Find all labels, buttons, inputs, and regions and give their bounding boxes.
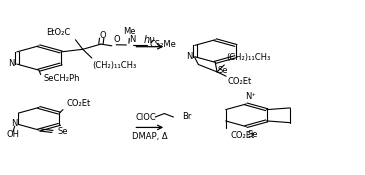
Text: (CH₂)₁₁CH₃: (CH₂)₁₁CH₃ (92, 61, 136, 70)
Text: Se: Se (248, 130, 258, 139)
Text: CO₂Et: CO₂Et (67, 99, 91, 108)
Text: O: O (99, 31, 106, 40)
Text: EtO₂C: EtO₂C (46, 28, 70, 37)
Text: O: O (114, 36, 120, 44)
Text: CO₂Et: CO₂Et (228, 77, 252, 86)
Text: Se: Se (217, 66, 227, 75)
Text: SeCH₂Ph: SeCH₂Ph (43, 74, 80, 83)
Text: N: N (8, 59, 15, 68)
Text: CO₂Et: CO₂Et (230, 131, 255, 140)
Text: OH: OH (7, 130, 19, 139)
Text: N: N (186, 52, 192, 61)
Text: ClOC: ClOC (135, 113, 156, 121)
Text: CS₂Me: CS₂Me (149, 40, 176, 50)
Text: (CH₂)₁₁CH₃: (CH₂)₁₁CH₃ (226, 53, 270, 62)
Text: DMAP, Δ: DMAP, Δ (132, 132, 168, 141)
Text: N: N (11, 119, 17, 128)
Text: Se: Se (58, 127, 68, 136)
Text: N⁺: N⁺ (245, 92, 256, 101)
Text: Br: Br (182, 112, 192, 121)
Text: hν: hν (144, 35, 155, 45)
Text: N: N (129, 35, 135, 44)
Text: Me: Me (123, 27, 135, 36)
